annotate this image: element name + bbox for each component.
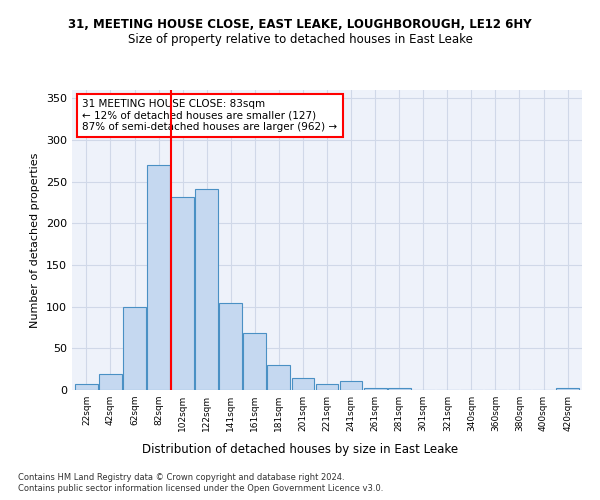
Bar (316, 384, 338, 390)
Text: Distribution of detached houses by size in East Leake: Distribution of detached houses by size … (142, 442, 458, 456)
Bar (364, 388, 386, 390)
Text: Contains HM Land Registry data © Crown copyright and database right 2024.: Contains HM Land Registry data © Crown c… (18, 472, 344, 482)
Bar (147, 165, 170, 390)
Bar (195, 189, 218, 390)
Y-axis label: Number of detached properties: Number of detached properties (31, 152, 40, 328)
Bar (268, 365, 290, 390)
Text: Size of property relative to detached houses in East Leake: Size of property relative to detached ho… (128, 32, 472, 46)
Bar (244, 334, 266, 390)
Text: 31, MEETING HOUSE CLOSE, EAST LEAKE, LOUGHBOROUGH, LE12 6HY: 31, MEETING HOUSE CLOSE, EAST LEAKE, LOU… (68, 18, 532, 30)
Bar (556, 388, 579, 390)
Bar (171, 196, 194, 390)
Bar (75, 384, 98, 390)
Bar (220, 302, 242, 390)
Bar (340, 381, 362, 390)
Bar (388, 388, 410, 390)
Text: Contains public sector information licensed under the Open Government Licence v3: Contains public sector information licen… (18, 484, 383, 493)
Text: 31 MEETING HOUSE CLOSE: 83sqm
← 12% of detached houses are smaller (127)
87% of : 31 MEETING HOUSE CLOSE: 83sqm ← 12% of d… (82, 99, 337, 132)
Bar (123, 306, 146, 390)
Bar (292, 378, 314, 390)
Bar (99, 374, 122, 390)
